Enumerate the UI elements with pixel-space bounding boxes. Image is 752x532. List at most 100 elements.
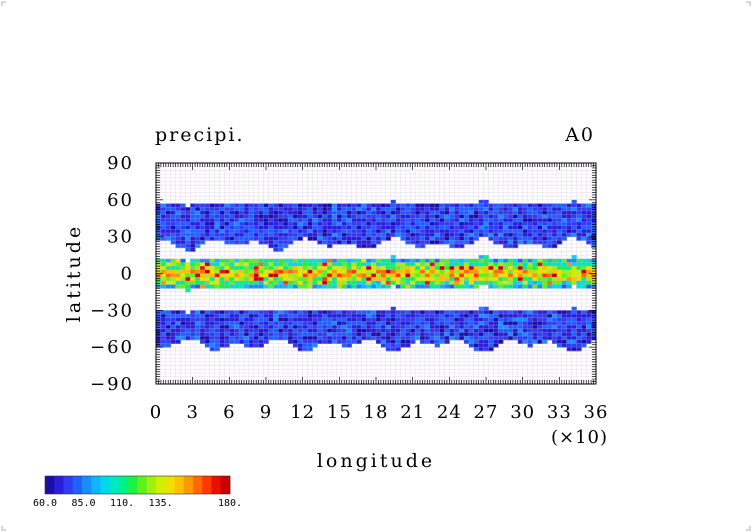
- field-cell: [239, 266, 245, 271]
- field-cell: [356, 244, 362, 249]
- field-cell: [449, 203, 455, 208]
- field-cell: [209, 317, 216, 322]
- field-cell: [537, 269, 543, 274]
- field-cell: [376, 210, 382, 215]
- field-cell: [234, 210, 240, 215]
- field-cell: [376, 325, 382, 330]
- field-cell: [268, 258, 274, 263]
- field-cell: [400, 277, 406, 282]
- field-cell: [561, 277, 568, 282]
- field-cell: [239, 258, 245, 263]
- field-cell: [483, 339, 489, 344]
- field-cell: [263, 280, 269, 285]
- field-cell: [312, 339, 318, 344]
- field-cell: [356, 207, 362, 212]
- field-cell: [591, 310, 596, 315]
- field-cell: [361, 244, 367, 249]
- field-cell: [185, 325, 191, 330]
- field-cell: [429, 332, 436, 337]
- field-cell: [341, 229, 348, 234]
- field-cell: [165, 232, 172, 238]
- field-cell: [253, 343, 260, 348]
- field-cell: [449, 273, 455, 278]
- field-cell: [297, 210, 304, 215]
- field-cell: [175, 240, 181, 245]
- field-cell: [395, 280, 401, 285]
- field-cell: [591, 314, 596, 319]
- field-cell: [542, 273, 548, 278]
- field-cell: [317, 218, 323, 223]
- field-cell: [200, 232, 206, 238]
- field-cell: [263, 277, 269, 282]
- field-cell: [532, 210, 538, 215]
- field-cell: [224, 310, 230, 315]
- field-cell: [170, 339, 176, 344]
- field-cell: [473, 280, 480, 285]
- field-cell: [376, 273, 382, 278]
- field-cell: [552, 258, 558, 263]
- field-cell: [253, 273, 260, 278]
- colorbar-swatch: [82, 476, 92, 494]
- field-cell: [156, 321, 162, 326]
- field-cell: [268, 262, 274, 267]
- field-cell: [547, 232, 553, 238]
- field-cell: [332, 207, 338, 212]
- field-cell: [195, 317, 201, 322]
- field-cell: [410, 225, 416, 230]
- field-cell: [512, 273, 519, 278]
- field-cell: [581, 284, 587, 289]
- field-cell: [170, 262, 176, 267]
- field-cell: [322, 214, 328, 219]
- field-cell: [195, 273, 201, 278]
- field-cell: [302, 277, 308, 282]
- field-cell: [512, 328, 519, 333]
- field-cell: [160, 207, 167, 212]
- field-cell: [180, 244, 186, 249]
- field-cell: [263, 339, 269, 344]
- field-cell: [493, 317, 499, 322]
- field-cell: [317, 280, 323, 285]
- field-cell: [537, 317, 543, 322]
- field-cell: [581, 214, 587, 219]
- field-cell: [405, 332, 411, 337]
- field-cell: [361, 332, 367, 337]
- field-cell: [464, 210, 470, 215]
- field-cell: [405, 210, 411, 215]
- field-cell: [351, 203, 357, 208]
- field-cell: [556, 314, 563, 319]
- field-cell: [366, 284, 372, 289]
- field-cell: [283, 207, 289, 212]
- field-cell: [244, 258, 250, 263]
- field-cell: [478, 225, 484, 230]
- field-cell: [503, 325, 509, 330]
- field-cell: [366, 240, 372, 245]
- field-cell: [532, 258, 538, 263]
- field-cell: [170, 240, 176, 245]
- field-cell: [561, 221, 568, 227]
- field-cell: [410, 277, 416, 282]
- field-cell: [483, 258, 489, 263]
- field-cell: [390, 221, 396, 227]
- field-cell: [420, 339, 426, 344]
- field-cell: [586, 218, 592, 223]
- x-tick-label: 12: [290, 402, 315, 423]
- field-cell: [395, 336, 401, 341]
- y-tick-label: 90: [107, 153, 134, 174]
- field-cell: [493, 236, 499, 241]
- field-cell: [156, 325, 162, 330]
- field-cell: [214, 332, 220, 337]
- field-cell: [346, 277, 352, 282]
- field-cell: [400, 262, 406, 267]
- field-cell: [195, 229, 201, 234]
- field-cell: [488, 339, 494, 344]
- field-cell: [190, 203, 196, 208]
- field-cell: [420, 221, 426, 227]
- field-cell: [561, 232, 568, 238]
- field-cell: [273, 240, 279, 245]
- field-cell: [517, 266, 524, 271]
- field-cell: [576, 258, 582, 263]
- field-cell: [552, 240, 558, 245]
- field-cell: [239, 339, 245, 344]
- field-cell: [429, 266, 436, 271]
- field-cell: [312, 343, 318, 348]
